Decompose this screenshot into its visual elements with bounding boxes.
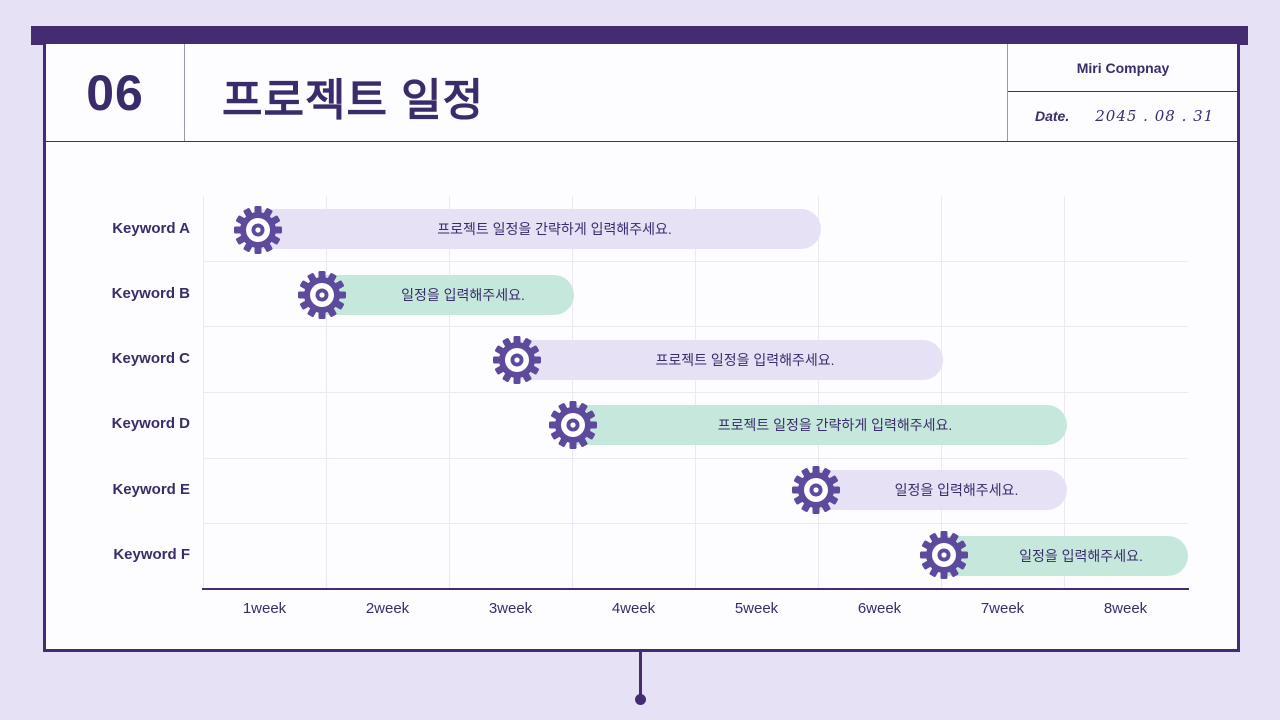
x-tick-label: 5week xyxy=(734,600,779,617)
x-axis-line xyxy=(202,588,1189,590)
row-label: Keyword F xyxy=(113,546,190,563)
grid-line-vertical xyxy=(203,196,204,590)
task-bar-c[interactable]: 프로젝트 일정을 입력해주세요. xyxy=(517,340,943,380)
task-bar-f[interactable]: 일정을 입력해주세요. xyxy=(944,536,1188,576)
date-row: Date. 2045 . 08 . 31 xyxy=(1008,92,1238,140)
grid-line-horizontal xyxy=(203,523,1188,524)
x-tick-label: 4week xyxy=(611,600,656,617)
slide-header: 06 프로젝트 일정 Miri Compnay Date. 2045 . 08 … xyxy=(46,44,1238,142)
task-bar-d[interactable]: 프로젝트 일정을 간략하게 입력해주세요. xyxy=(573,405,1067,445)
grid-line-horizontal xyxy=(203,261,1188,262)
row-label: Keyword D xyxy=(111,415,190,432)
date-label: Date. xyxy=(1035,108,1070,124)
task-bar-e[interactable]: 일정을 입력해주세요. xyxy=(816,470,1067,510)
gear-icon xyxy=(493,336,541,384)
hanger-stem xyxy=(639,652,642,696)
x-tick-label: 2week xyxy=(365,600,410,617)
hanger-dot xyxy=(635,694,646,705)
task-bar-a[interactable]: 프로젝트 일정을 간략하게 입력해주세요. xyxy=(258,209,821,249)
x-tick-label: 3week xyxy=(488,600,533,617)
grid-line-horizontal xyxy=(203,392,1188,393)
row-label: Keyword B xyxy=(111,285,190,302)
x-tick-label: 1week xyxy=(242,600,287,617)
meta-block: Miri Compnay Date. 2045 . 08 . 31 xyxy=(1007,44,1238,141)
section-number-cell: 06 xyxy=(46,44,185,141)
gear-icon xyxy=(549,401,597,449)
x-tick-label: 7week xyxy=(980,600,1025,617)
grid-line-horizontal xyxy=(203,326,1188,327)
grid-line-vertical xyxy=(1064,196,1065,590)
grid-line-vertical xyxy=(818,196,819,590)
gear-icon xyxy=(920,531,968,579)
gear-icon xyxy=(298,271,346,319)
company-name: Miri Compnay xyxy=(1008,44,1238,92)
gear-icon xyxy=(792,466,840,514)
page-title: 프로젝트 일정 xyxy=(222,76,485,125)
row-label: Keyword A xyxy=(112,220,190,237)
date-value: 2045 . 08 . 31 xyxy=(1095,107,1215,125)
gear-icon xyxy=(234,206,282,254)
grid-line-vertical xyxy=(449,196,450,590)
x-tick-label: 8week xyxy=(1103,600,1148,617)
x-tick-label: 6week xyxy=(857,600,902,617)
grid-line-horizontal xyxy=(203,458,1188,459)
grid-line-vertical xyxy=(695,196,696,590)
row-label: Keyword C xyxy=(111,350,190,367)
top-frame-bar xyxy=(31,26,1248,45)
section-number: 06 xyxy=(86,64,144,121)
task-bar-b[interactable]: 일정을 입력해주세요. xyxy=(322,275,574,315)
row-label: Keyword E xyxy=(112,481,190,498)
grid-line-vertical xyxy=(572,196,573,590)
grid-line-vertical xyxy=(326,196,327,590)
grid-line-vertical xyxy=(941,196,942,590)
